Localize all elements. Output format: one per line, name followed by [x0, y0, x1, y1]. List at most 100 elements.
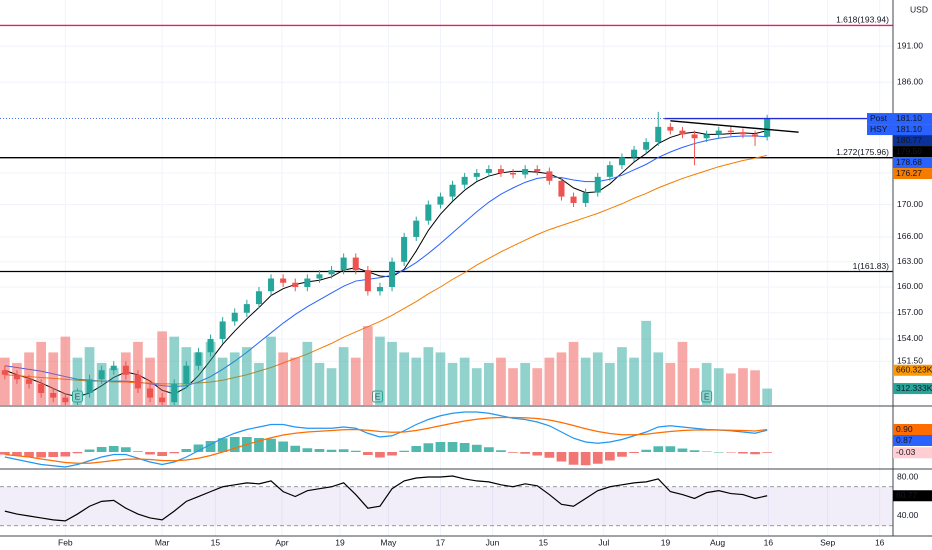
macd-histogram-bar [181, 449, 192, 452]
candle-body [328, 270, 335, 275]
volume-bar [665, 362, 676, 405]
moving-average [4, 135, 768, 388]
candle-body [497, 169, 504, 173]
macd-histogram-bar [72, 452, 83, 454]
price-tag [893, 383, 932, 395]
macd-histogram-bar [24, 452, 34, 457]
macd-histogram-bar [629, 452, 639, 453]
volume-bar [326, 368, 337, 405]
x-tick-label: 15 [539, 537, 549, 547]
volume-bar [363, 326, 373, 405]
macd-histogram-bar [726, 452, 736, 453]
volume-bar [387, 341, 397, 405]
candle-body [739, 132, 746, 135]
candle-body [558, 180, 565, 197]
macd-histogram-bar [532, 452, 543, 456]
volume-bar [375, 336, 385, 405]
price-tag-label: 176.27 [896, 168, 922, 178]
price-tag [893, 447, 932, 459]
indicator-line [4, 411, 768, 468]
volume-bar [157, 331, 167, 405]
candle-body [727, 130, 734, 133]
macd-histogram-bar [580, 452, 591, 466]
macd-histogram-bar [60, 452, 71, 457]
fib-level-label: 1(161.83) [853, 261, 890, 271]
x-tick-label: 15 [211, 537, 221, 547]
macd-histogram-bar [254, 438, 264, 452]
candle-body [304, 278, 311, 287]
candle-body [243, 304, 250, 313]
macd-histogram-bar [399, 450, 409, 452]
price-tag-label: 181.10 [896, 124, 922, 134]
macd-histogram-bar [145, 452, 155, 455]
volume-bar [701, 362, 712, 405]
macd-histogram-bar [217, 438, 228, 452]
volume-bar [435, 352, 446, 405]
price-tag [893, 113, 932, 125]
macd-histogram-bar [133, 451, 143, 452]
candle-body [389, 261, 396, 287]
volume-bar [181, 347, 192, 405]
volume-bar [254, 362, 264, 405]
candle-body [425, 204, 432, 221]
volume-bar [750, 370, 760, 405]
price-tag [893, 490, 932, 502]
x-tick-label: 17 [436, 537, 446, 547]
macd-histogram-bar [411, 446, 422, 452]
volume-bar [738, 368, 748, 405]
candle-body [667, 126, 674, 131]
macd-histogram-bar [338, 449, 349, 452]
volume-bar [568, 341, 579, 405]
candle-body [655, 126, 662, 143]
macd-histogram-bar [0, 452, 10, 455]
x-tick-label: Mar [155, 537, 170, 547]
candle-body [570, 196, 577, 203]
price-tag-label: 60.77 [896, 490, 918, 500]
volume-bar [580, 357, 591, 405]
candle-body [485, 169, 492, 173]
volume-bar [677, 341, 688, 405]
candle-body [764, 118, 771, 137]
fib-level-label: 1.272(175.96) [836, 147, 889, 157]
x-tick-label: Jun [486, 537, 500, 547]
macd-histogram-bar [665, 446, 676, 452]
macd-histogram-bar [375, 452, 385, 458]
volume-bar [121, 352, 131, 405]
macd-histogram-bar [484, 447, 494, 452]
volume-bar [266, 336, 276, 405]
price-tag-name: Post [870, 113, 888, 123]
volume-bar [496, 357, 506, 405]
volume-bar [350, 357, 361, 405]
candle-body [631, 149, 638, 158]
price-tag [893, 135, 932, 147]
macd-histogram-bar [423, 443, 434, 452]
candle-body [292, 282, 299, 287]
price-tag-label: 181.10 [896, 113, 922, 123]
candle-body [364, 270, 371, 292]
price-tag-label: 0.87 [896, 435, 913, 445]
macd-histogram-bar [617, 452, 627, 457]
volume-bar [484, 362, 494, 405]
macd-histogram-bar [701, 451, 712, 452]
candle-body [280, 278, 287, 283]
price-tag [893, 364, 932, 376]
candle-body [110, 365, 117, 371]
macd-histogram-bar [157, 452, 167, 456]
candle-body [752, 134, 759, 137]
candle-body [703, 134, 710, 139]
volume-bar [713, 368, 724, 405]
y-tick-label: 151.50 [897, 355, 923, 365]
volume-bar [520, 362, 530, 405]
price-tag-label: 178.68 [896, 157, 922, 167]
macd-histogram-bar [568, 452, 579, 465]
macd-histogram-bar [520, 452, 530, 454]
macd-histogram-bar [738, 452, 748, 454]
candle-body [413, 220, 420, 237]
macd-histogram-bar [302, 448, 313, 452]
volume-bar [762, 388, 772, 405]
volume-bar [605, 362, 615, 405]
volume-bar [193, 352, 204, 405]
macd-histogram-bar [121, 447, 131, 452]
indicator-line [4, 416, 768, 464]
